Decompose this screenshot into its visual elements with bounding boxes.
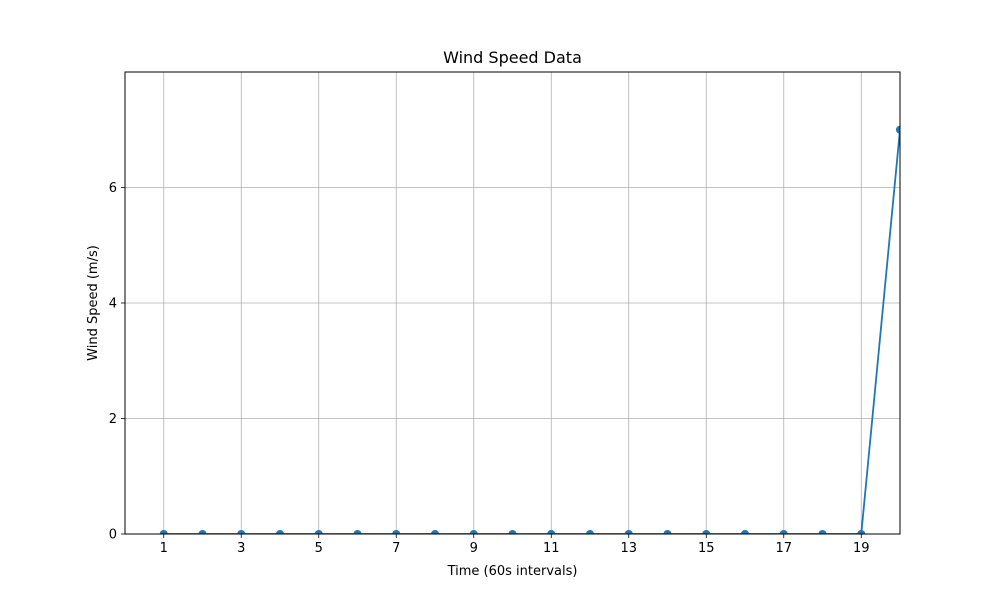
x-tick-label: 17 [775,541,792,556]
data-point [276,530,284,534]
x-tick-label: 1 [160,541,168,556]
data-point [702,530,711,534]
data-point [857,530,866,534]
y-tick-label: 0 [109,528,117,543]
data-point [896,125,900,134]
data-point [741,530,749,534]
series-layer [159,125,900,534]
x-tick-label: 13 [620,541,637,556]
data-point [159,530,168,534]
x-tick-label: 11 [543,541,560,556]
data-point [314,530,323,534]
y-tick-label: 6 [109,181,117,196]
x-tick-label: 15 [698,541,715,556]
data-point [508,530,517,534]
data-point [392,530,401,534]
data-point [818,530,827,534]
data-point [547,530,556,534]
x-tick-label: 9 [470,541,478,556]
x-tick-label: 19 [853,541,870,556]
data-point [237,530,246,534]
y-tick-label: 4 [109,297,117,312]
x-tick-label: 3 [237,541,245,556]
data-point [431,530,439,534]
y-tick-label: 2 [109,412,117,427]
data-point [469,530,478,534]
x-tick-label: 7 [392,541,400,556]
data-point [198,530,207,534]
data-point [353,530,362,534]
y-axis-label: Wind Speed (m/s) [86,245,101,361]
x-axis-label: Time (60s intervals) [447,564,578,579]
data-point [624,530,633,534]
chart-title: Wind Speed Data [443,48,582,67]
x-tick-label: 5 [315,541,323,556]
data-point [586,530,594,534]
data-point [779,530,788,534]
data-point [663,530,672,534]
